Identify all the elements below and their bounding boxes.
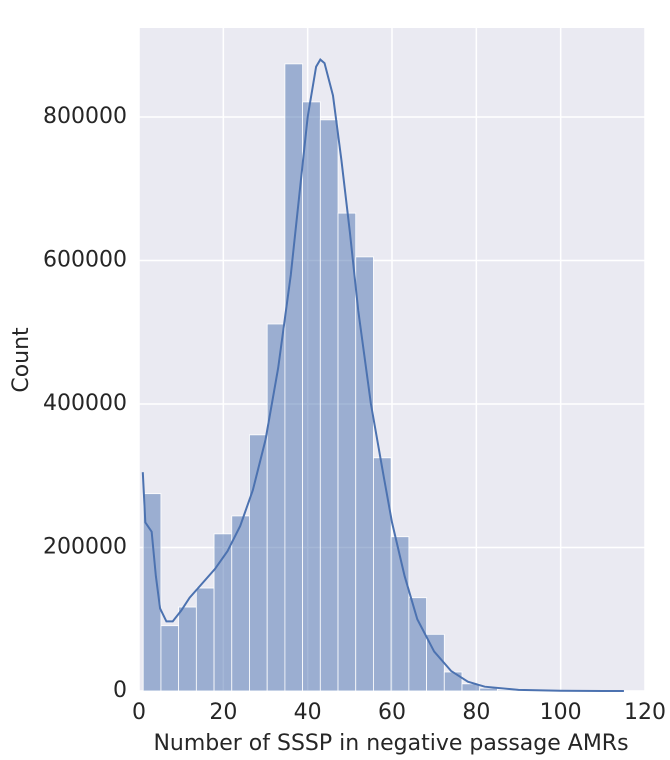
x-tick-label: 0: [132, 700, 146, 725]
bar: [355, 256, 374, 692]
x-axis-label: Number of SSSP in negative passage AMRs: [153, 731, 628, 756]
kde-line: [141, 58, 624, 692]
bar: [231, 515, 250, 692]
bar: [195, 587, 215, 692]
bar: [302, 101, 321, 692]
y-tick-label: 800000: [43, 104, 127, 129]
bar: [178, 606, 197, 692]
y-tick-label: 400000: [43, 391, 127, 416]
bar: [284, 63, 304, 692]
x-tick-label: 60: [378, 700, 406, 725]
y-tick-label: 0: [113, 678, 127, 703]
bar: [319, 119, 339, 692]
bar: [443, 671, 463, 692]
y-tick-label: 200000: [43, 534, 127, 559]
y-tick-label: 600000: [43, 247, 127, 272]
x-tick-label: 120: [624, 700, 666, 725]
x-tick-label: 100: [540, 700, 582, 725]
bar: [461, 683, 481, 692]
y-axis-label: Count: [9, 327, 34, 393]
x-tick-label: 40: [294, 700, 322, 725]
bar: [249, 434, 268, 692]
bar: [373, 457, 392, 692]
bar: [160, 625, 180, 692]
x-tick-label: 20: [209, 700, 237, 725]
bar: [337, 212, 357, 692]
bar: [142, 493, 162, 692]
bar: [408, 597, 427, 692]
x-tick-label: 80: [462, 700, 490, 725]
